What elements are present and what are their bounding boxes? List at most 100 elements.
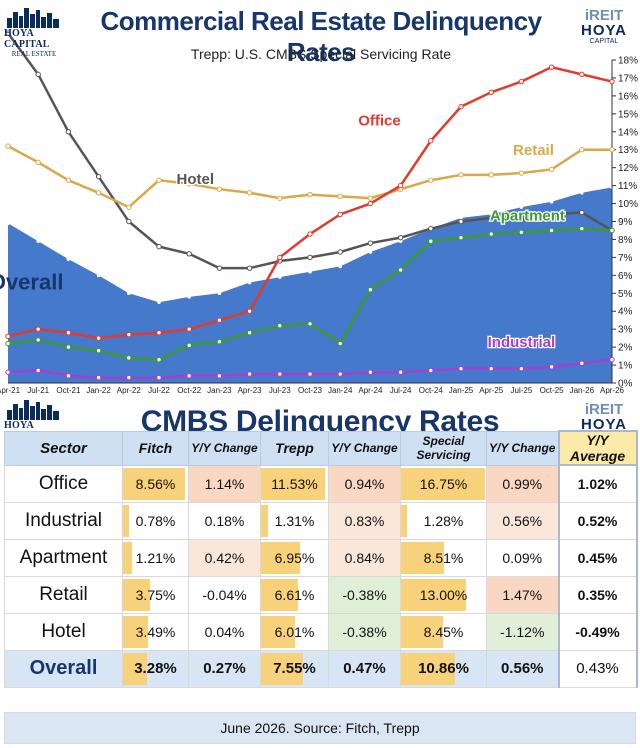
special-servicing-rate-value: 10.86% — [418, 660, 469, 677]
special-servicing-rate-value: 8.51% — [423, 549, 464, 566]
x-tick-label: Jan-25 — [449, 386, 474, 395]
sector-name: Hotel — [4, 612, 123, 651]
ss-yoy-change: 0.56% — [486, 501, 559, 540]
point-industrial — [246, 371, 253, 377]
point-office — [126, 331, 132, 338]
y-tick-label: 3% — [618, 325, 633, 336]
sector-name: Overall — [4, 649, 123, 688]
yoy-average: 1.02% — [557, 464, 638, 503]
point-industrial — [95, 374, 102, 381]
special-servicing-rate: 13.00% — [400, 575, 487, 614]
point-hotel — [337, 249, 343, 255]
point-retail — [518, 170, 525, 176]
special-servicing-rate-value: 13.00% — [419, 586, 468, 603]
trepp-rate: 11.53% — [260, 464, 329, 503]
special-servicing-rate-bar — [401, 504, 408, 537]
special-servicing-rate-bar — [401, 541, 444, 574]
fitch-yoy-change: 1.14% — [188, 464, 261, 503]
point-industrial — [186, 373, 192, 379]
point-hotel — [126, 218, 132, 225]
point-retail — [126, 204, 132, 210]
trepp-yoy-change: -0.38% — [328, 612, 401, 651]
series-label-overall: Overall — [0, 270, 63, 295]
table-row: Industrial 0.78% 0.18% 1.31% 0.83% 1.28% 0.56%… — [4, 501, 638, 540]
trepp-rate-bar — [261, 504, 269, 537]
series-label-office: Office — [358, 113, 401, 130]
special-servicing-rate-bar — [401, 652, 456, 685]
point-overall — [338, 264, 343, 269]
point-overall — [308, 269, 312, 274]
header-fitch: Fitch — [122, 430, 189, 466]
point-apartment — [5, 340, 11, 347]
chart-title: Commercial Real Estate Delinquency Rates — [100, 6, 542, 67]
y-tick-label: 11% — [618, 181, 637, 192]
x-tick-label: Apr-22 — [117, 386, 142, 395]
y-tick-label: 12% — [618, 163, 638, 174]
series-label-apartment: Apartment — [490, 207, 565, 224]
point-retail — [367, 195, 374, 201]
point-hotel — [95, 173, 102, 180]
point-retail — [95, 190, 102, 196]
point-apartment — [216, 339, 223, 345]
point-hotel — [518, 217, 525, 223]
source-note: June 2026. Source: Fitch, Trepp — [4, 712, 636, 744]
x-tick-label: Apr-25 — [479, 386, 504, 395]
ss-yoy-change: -1.12% — [486, 612, 559, 651]
trepp-rate-bar — [261, 541, 300, 574]
point-office — [458, 103, 464, 110]
point-office — [186, 326, 192, 332]
point-apartment — [186, 342, 192, 349]
point-overall — [157, 300, 161, 305]
x-tick-label: Apr-24 — [358, 386, 383, 395]
point-hotel — [65, 129, 72, 135]
point-overall — [459, 216, 463, 220]
table-header-row: Sector Fitch Y/Y Change Trepp Y/Y Change… — [4, 430, 638, 466]
point-office — [488, 89, 494, 96]
fitch-rate-value: 3.28% — [134, 660, 177, 677]
point-retail — [277, 195, 283, 201]
x-tick-label: Apr-23 — [238, 386, 263, 395]
trepp-yoy-change: -0.38% — [328, 575, 401, 614]
y-tick-label: 1% — [618, 361, 633, 372]
point-apartment — [579, 225, 585, 232]
special-servicing-rate: 8.51% — [400, 538, 487, 577]
header-fitch-yoy: Y/Y Change — [188, 430, 261, 466]
header-special-servicing: Special Servicing — [400, 430, 487, 466]
point-hotel — [548, 211, 555, 218]
fitch-rate-bar — [123, 652, 147, 685]
point-office — [65, 330, 72, 336]
table-row-overall: Overall 3.28% 0.27% 7.55% 0.47% 10.86% 0.56% 0.… — [4, 649, 638, 688]
x-tick-label: Oct-21 — [56, 386, 81, 395]
point-overall — [66, 257, 71, 261]
point-retail — [65, 177, 72, 183]
fitch-rate-value: 3.49% — [135, 623, 176, 640]
point-industrial — [367, 369, 374, 375]
point-apartment — [428, 238, 434, 244]
trepp-yoy-change: 0.84% — [328, 538, 401, 577]
fitch-rate-bar — [123, 578, 151, 611]
point-overall — [368, 250, 373, 254]
special-servicing-rate-value: 16.75% — [419, 475, 468, 492]
delinquency-table: Sector Fitch Y/Y Change Trepp Y/Y Change… — [4, 430, 638, 688]
point-overall — [36, 239, 40, 244]
point-industrial — [548, 364, 555, 370]
fitch-rate: 3.28% — [122, 649, 189, 688]
point-office — [246, 308, 253, 314]
table-row: Office 8.56% 1.14% 11.53% 0.94% 16.75% 0.99% 1.… — [4, 464, 638, 503]
point-industrial — [609, 356, 615, 363]
trepp-rate: 6.61% — [260, 575, 329, 614]
point-office — [518, 78, 525, 85]
fitch-rate-value: 8.56% — [135, 475, 176, 492]
point-apartment — [95, 348, 102, 354]
x-tick-label: Jul-22 — [148, 386, 170, 395]
point-hotel — [367, 240, 374, 246]
sector-name: Retail — [4, 575, 123, 614]
header-ss-yoy: Y/Y Change — [486, 430, 559, 466]
fitch-rate-value: 0.78% — [135, 512, 176, 529]
line-chart: 0% 1% 2% 3% 4% 5% 6% 7% 8% 9% 10% 11% 12% 13% 14% 15% 16… — [0, 30, 638, 395]
header-yoy-average: Y/Y Average — [557, 430, 638, 466]
point-apartment — [337, 340, 343, 347]
point-office — [307, 231, 313, 237]
sector-name: Office — [4, 464, 123, 503]
table-row: Retail 3.75% -0.04% 6.61% -0.38% 13.00% 1.47% 0… — [4, 575, 638, 614]
